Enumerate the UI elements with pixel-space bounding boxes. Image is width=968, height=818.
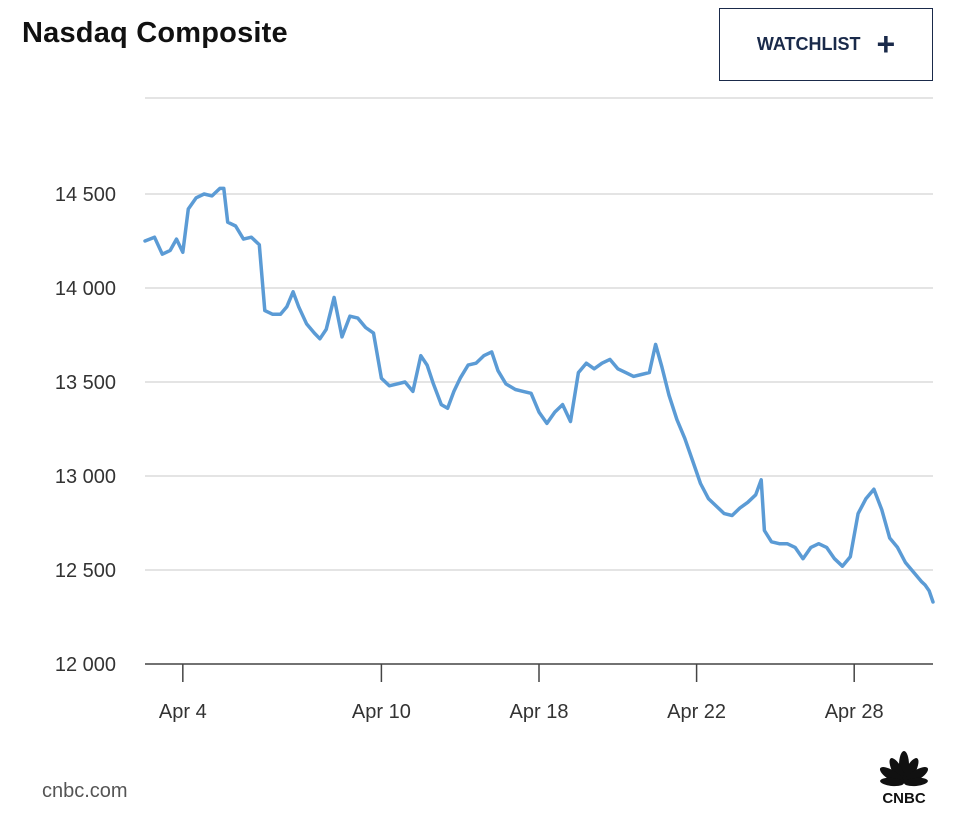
peacock-icon: CNBC — [879, 751, 929, 807]
x-axis: Apr 4 Apr 10 Apr 18 Apr 22 Apr 28 — [159, 664, 884, 723]
x-tick-label: Apr 22 — [667, 701, 726, 723]
x-tick-label: Apr 4 — [159, 701, 207, 723]
x-tick-label: Apr 18 — [510, 701, 569, 723]
watchlist-label: WATCHLIST — [756, 34, 861, 54]
chart-series — [143, 186, 935, 604]
y-tick-label: 13 500 — [55, 372, 116, 394]
y-tick-label: 12 500 — [55, 560, 116, 582]
watchlist-button[interactable]: WATCHLIST + — [719, 8, 933, 81]
chart-grid — [145, 97, 933, 665]
plus-icon: + — [876, 25, 896, 62]
y-tick-label: 14 500 — [55, 184, 116, 206]
y-tick-label: 14 000 — [55, 278, 116, 300]
series-line — [143, 186, 935, 604]
y-tick-label: 12 000 — [55, 654, 116, 676]
page-title: Nasdaq Composite — [22, 17, 288, 49]
y-tick-label: 13 000 — [55, 466, 116, 488]
cnbc-logo: CNBC — [864, 745, 944, 810]
y-axis: 12 000 12 500 13 000 13 500 14 000 14 500 — [55, 184, 116, 676]
x-tick-label: Apr 28 — [825, 701, 884, 723]
x-tick-label: Apr 10 — [352, 701, 411, 723]
logo-text: CNBC — [882, 790, 925, 805]
source-label: cnbc.com — [42, 780, 128, 802]
